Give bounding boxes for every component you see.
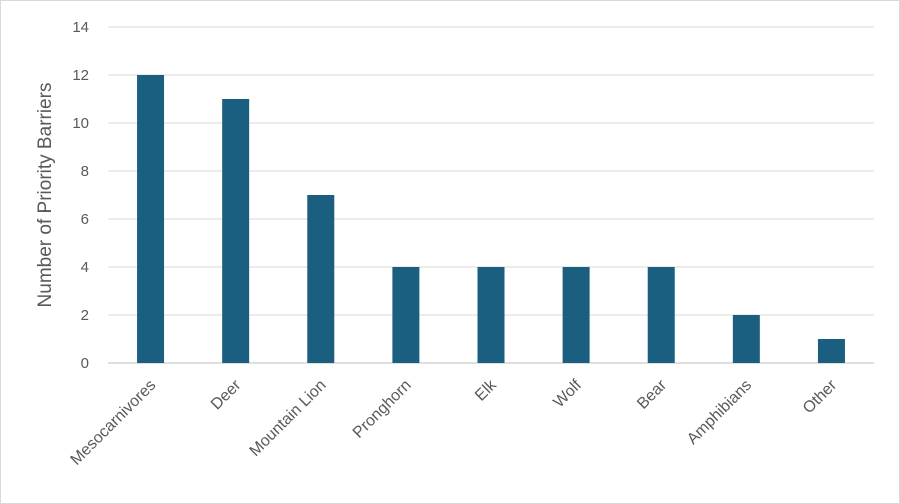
x-tick-label: Elk: [472, 376, 500, 404]
y-tick-label: 12: [72, 67, 89, 84]
x-tick-label: Other: [800, 376, 841, 417]
y-tick-label: 4: [81, 259, 89, 276]
y-tick-label: 6: [81, 211, 89, 228]
y-tick-label: 0: [81, 355, 89, 372]
x-tick-label: Bear: [634, 376, 670, 412]
y-tick-label: 14: [72, 19, 89, 36]
bar: [647, 267, 675, 363]
bars: [137, 75, 845, 363]
bar: [732, 315, 760, 363]
y-tick-label: 10: [72, 115, 89, 132]
bar: [307, 195, 335, 363]
y-axis-label: Number of Priority Barriers: [35, 83, 56, 308]
bar: [477, 267, 505, 363]
bar: [222, 99, 250, 363]
x-tick-label: Mountain Lion: [247, 377, 330, 460]
x-tick-label: Wolf: [550, 376, 585, 411]
y-tick-labels: 0 2 4 6 8 10 12 14: [72, 19, 89, 372]
bar: [392, 267, 420, 363]
x-tick-label: Pronghorn: [350, 377, 415, 442]
y-tick-label: 8: [81, 163, 89, 180]
x-tick-label: Deer: [208, 376, 245, 413]
bar: [817, 339, 845, 363]
bar: [562, 267, 590, 363]
x-tick-label: Amphibians: [684, 377, 755, 448]
x-tick-labels: Mesocarnivores Deer Mountain Lion Pronghorn…: [68, 376, 841, 469]
y-tick-label: 2: [81, 307, 89, 324]
bar: [137, 75, 165, 363]
x-tick-label: Mesocarnivores: [68, 377, 160, 469]
